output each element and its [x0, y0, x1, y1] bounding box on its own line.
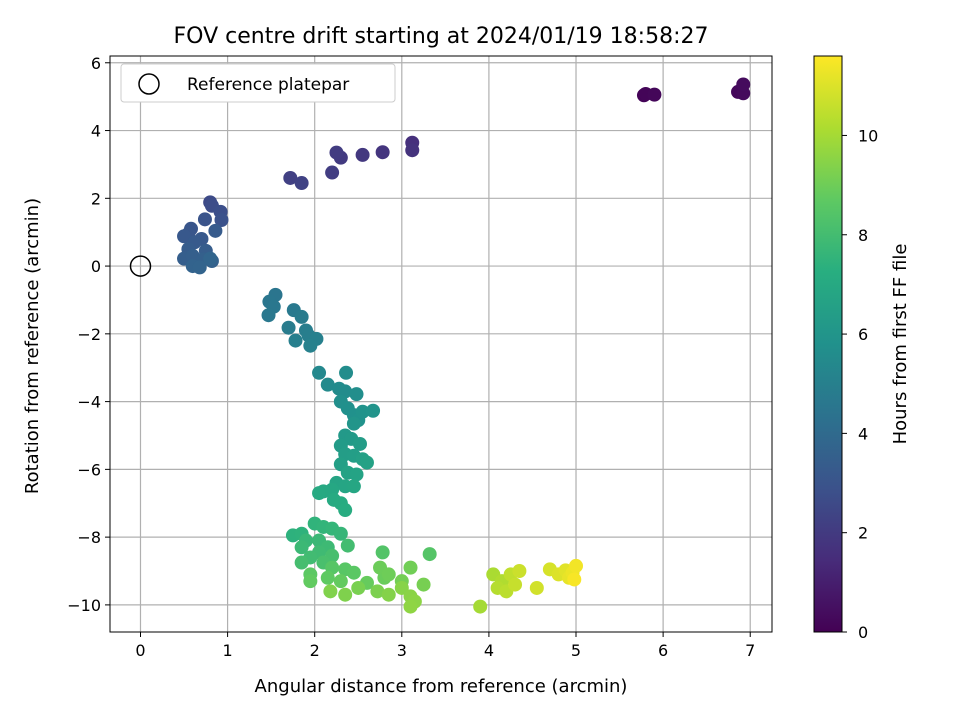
data-point [381, 567, 396, 582]
data-point [366, 403, 381, 418]
x-tick-label: 3 [397, 641, 407, 660]
colorbar-tick-label: 2 [858, 524, 868, 543]
data-points [177, 77, 751, 614]
x-tick-label: 6 [658, 641, 668, 660]
colorbar-tick-label: 6 [858, 325, 868, 344]
data-point [569, 558, 584, 573]
y-tick-label: −6 [77, 460, 101, 479]
axes-frame [109, 55, 773, 633]
data-point [329, 145, 344, 160]
data-point [214, 212, 229, 227]
y-tick-label: −8 [77, 528, 101, 547]
data-point [394, 580, 409, 595]
data-point [351, 580, 366, 595]
data-point [403, 599, 418, 614]
data-point [359, 455, 374, 470]
data-point [349, 467, 364, 482]
data-point [375, 145, 390, 160]
data-point [647, 87, 662, 102]
colorbar-tick-label: 0 [858, 623, 868, 642]
legend-box [120, 63, 396, 103]
data-point [312, 486, 327, 501]
data-point [355, 147, 370, 162]
colorbar-tick-label: 10 [858, 126, 878, 145]
data-point [355, 404, 370, 419]
colorbar-tick-label: 8 [858, 226, 868, 245]
data-point [529, 580, 544, 595]
data-point [381, 587, 396, 602]
y-tick-label: −2 [77, 325, 101, 344]
data-point [346, 416, 361, 431]
x-tick-label: 5 [571, 641, 581, 660]
data-point [352, 436, 367, 451]
colorbar-label: Hours from first FF file [890, 244, 911, 445]
x-tick-label: 7 [745, 641, 755, 660]
data-point [422, 547, 437, 562]
x-axis-label: Angular distance from reference (arcmin) [255, 676, 628, 697]
data-point [294, 176, 309, 191]
data-point [736, 77, 751, 92]
data-point [508, 577, 523, 592]
axis-ticks: 0 1 2 3 4 5 6 7 −10 −8 −6 −4 −2 0 2 4 6 [67, 54, 755, 660]
data-point [567, 572, 582, 587]
data-point [349, 387, 364, 402]
y-tick-label: 0 [91, 257, 101, 276]
data-point [303, 338, 318, 353]
x-tick-label: 2 [310, 641, 320, 660]
y-tick-label: 6 [91, 54, 101, 73]
y-tick-label: 2 [91, 189, 101, 208]
data-point [294, 309, 309, 324]
data-point [261, 308, 276, 323]
data-point [333, 574, 348, 589]
x-tick-label: 4 [484, 641, 494, 660]
data-point [338, 503, 353, 518]
data-point [288, 333, 303, 348]
data-point [370, 584, 385, 599]
data-point [339, 365, 354, 380]
data-point [303, 574, 318, 589]
data-point [473, 599, 488, 614]
x-tick-label: 0 [135, 641, 145, 660]
data-point [375, 545, 390, 560]
data-point [281, 320, 296, 335]
data-point [338, 587, 353, 602]
grid [110, 56, 772, 632]
reference-platepar-marker [129, 255, 152, 277]
data-point [512, 564, 527, 579]
data-point [203, 251, 218, 266]
data-point [346, 565, 361, 580]
y-tick-label: −4 [77, 393, 101, 412]
data-point [312, 365, 327, 380]
legend: Reference platepar [120, 63, 396, 103]
data-point [325, 165, 340, 180]
data-point [405, 143, 420, 158]
data-point [294, 555, 309, 570]
data-point [346, 479, 361, 494]
data-point [323, 584, 338, 599]
legend-entry-reference-platepar: Reference platepar [187, 75, 349, 95]
data-point [340, 538, 355, 553]
colorbar: 0 2 4 6 8 10 Hours from first FF file [813, 55, 911, 642]
legend-marker-icon [138, 73, 160, 95]
data-point [177, 229, 192, 244]
data-point [192, 260, 207, 275]
x-tick-label: 1 [222, 641, 232, 660]
chart-title: FOV centre drift starting at 2024/01/19 … [174, 24, 709, 49]
data-point [403, 560, 418, 575]
colorbar-tick-label: 4 [858, 424, 868, 443]
y-tick-label: 4 [91, 122, 101, 141]
data-point [294, 540, 309, 555]
data-point [283, 170, 298, 185]
data-point [333, 526, 348, 541]
data-point [197, 212, 212, 227]
colorbar-ticks: 0 2 4 6 8 10 [842, 126, 878, 642]
data-point [208, 223, 223, 238]
colorbar-gradient [813, 55, 843, 633]
data-point [320, 570, 335, 585]
y-tick-label: −10 [67, 596, 101, 615]
y-axis-label: Rotation from reference (arcmin) [22, 198, 43, 494]
data-point [320, 377, 335, 392]
data-point [416, 577, 431, 592]
